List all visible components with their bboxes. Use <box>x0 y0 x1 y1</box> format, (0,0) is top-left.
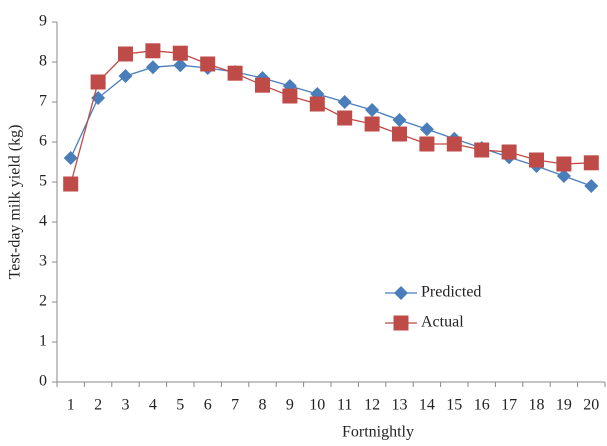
x-tick-label: 13 <box>392 397 408 414</box>
marker-square <box>200 56 216 72</box>
marker-square <box>118 46 133 62</box>
x-tick-label: 2 <box>94 397 102 414</box>
marker-square <box>227 65 243 81</box>
marker-square <box>90 74 106 90</box>
x-tick-label: 8 <box>259 397 267 414</box>
y-tick-label: 4 <box>39 213 47 230</box>
marker-square <box>393 315 409 331</box>
y-tick-label: 3 <box>39 253 47 270</box>
marker-square <box>529 152 544 168</box>
x-tick-label: 10 <box>309 397 325 414</box>
marker-diamond <box>118 69 133 83</box>
marker-square <box>419 136 435 152</box>
marker-square <box>309 96 325 112</box>
marker-square <box>556 156 572 172</box>
x-tick-label: 7 <box>231 397 239 414</box>
x-axis-label: Fortnightly <box>342 424 414 441</box>
y-tick-label: 2 <box>39 293 47 310</box>
marker-diamond <box>365 103 380 117</box>
marker-square <box>446 136 462 152</box>
x-tick-label: 17 <box>501 397 517 414</box>
marker-square <box>172 45 188 61</box>
x-tick-label: 16 <box>474 397 490 414</box>
marker-square <box>282 88 298 104</box>
marker-diamond <box>173 58 188 73</box>
x-tick-label: 11 <box>337 397 352 414</box>
marker-diamond <box>392 113 407 127</box>
marker-diamond <box>394 286 408 300</box>
marker-diamond <box>556 169 571 183</box>
y-tick-label: 0 <box>39 373 47 390</box>
marker-square <box>583 155 599 171</box>
y-tick-label: 6 <box>39 133 47 150</box>
marker-square <box>364 116 380 132</box>
x-tick-label: 15 <box>446 397 462 414</box>
marker-square <box>63 176 79 192</box>
x-tick-label: 1 <box>67 397 75 414</box>
y-tick-label: 1 <box>39 333 47 350</box>
series-line <box>70 50 592 185</box>
x-tick-label: 6 <box>204 397 212 414</box>
marker-square <box>337 110 353 126</box>
marker-square <box>145 43 161 59</box>
y-axis-label: Test-day milk yield (kg) <box>7 125 24 280</box>
marker-diamond <box>584 179 599 193</box>
marker-square <box>255 77 270 93</box>
marker-square <box>474 142 490 158</box>
y-tick-label: 9 <box>39 13 47 30</box>
x-tick-label: 14 <box>419 397 435 414</box>
x-tick-label: 20 <box>583 397 599 414</box>
x-tick-label: 12 <box>364 397 380 414</box>
y-tick-label: 5 <box>39 173 47 190</box>
y-tick-label: 8 <box>39 53 47 70</box>
x-tick-label: 9 <box>286 397 294 414</box>
x-tick-label: 4 <box>149 397 157 414</box>
x-tick-label: 18 <box>529 397 545 414</box>
x-tick-label: 19 <box>556 397 572 414</box>
x-tick-label: 5 <box>176 397 184 414</box>
marker-square <box>501 144 517 160</box>
marker-diamond <box>337 95 352 109</box>
legend-label: Actual <box>421 314 464 331</box>
series-line <box>70 64 592 187</box>
x-tick-label: 3 <box>122 397 130 414</box>
marker-diamond <box>145 60 160 75</box>
marker-diamond <box>63 151 78 165</box>
marker-square <box>392 126 407 142</box>
marker-diamond <box>419 122 434 137</box>
legend-label: Predicted <box>421 284 481 301</box>
y-tick-label: 7 <box>39 93 47 110</box>
